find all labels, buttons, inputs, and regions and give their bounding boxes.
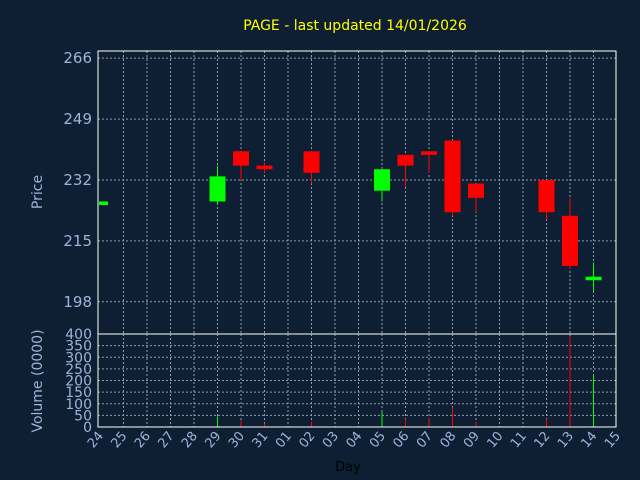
price-tick-label: 215: [63, 232, 92, 250]
candle-body-down: [538, 179, 555, 213]
volume-tick-label: 100: [65, 397, 92, 413]
volume-tick-label: 300: [65, 350, 92, 366]
candle-body-down: [233, 151, 249, 166]
x-tick-labels: 24 25 26 27 28 29 30 31 01 02 03 04 05 06 07 08 09 10 11 12…: [85, 429, 624, 451]
candle-body-up: [585, 276, 602, 281]
price-axis-label: Price: [30, 175, 46, 209]
volume-tick-label: 50: [74, 408, 92, 424]
x-axis-label: Day: [335, 460, 361, 475]
candle-body-down: [397, 154, 414, 166]
candle-body-down: [444, 140, 461, 213]
price-tick-label: 232: [63, 171, 92, 189]
candle-body-down: [468, 183, 484, 198]
volume-panel-frame: [97, 333, 617, 428]
volume-tick-label: 350: [65, 339, 92, 355]
candles: [99, 140, 602, 292]
volume-tick-label: 200: [65, 374, 92, 390]
candle-body-down: [256, 165, 273, 170]
price-tick-labels: 198 215 232 249 266: [63, 49, 92, 311]
price-tick-label: 266: [63, 49, 92, 67]
volume-axis-label: Volume (0000): [30, 329, 46, 432]
candle-body-down: [303, 151, 320, 173]
volume-tick-label: 0: [83, 420, 92, 436]
volume-tick-label: 150: [65, 385, 92, 401]
candle-body-down: [562, 215, 578, 266]
volume-bars: [217, 336, 594, 427]
chart-title: PAGE - last updated 14/01/2026: [243, 18, 467, 34]
candle-body-down: [421, 151, 437, 155]
price-tick-label: 198: [63, 293, 92, 311]
price-tick-label: 249: [63, 110, 92, 128]
candle-body-up: [99, 201, 108, 206]
volume-tick-label: 400: [65, 327, 92, 343]
candle-body-up: [209, 176, 226, 202]
candle-body-up: [374, 169, 390, 191]
volume-tick-label: 250: [65, 362, 92, 378]
